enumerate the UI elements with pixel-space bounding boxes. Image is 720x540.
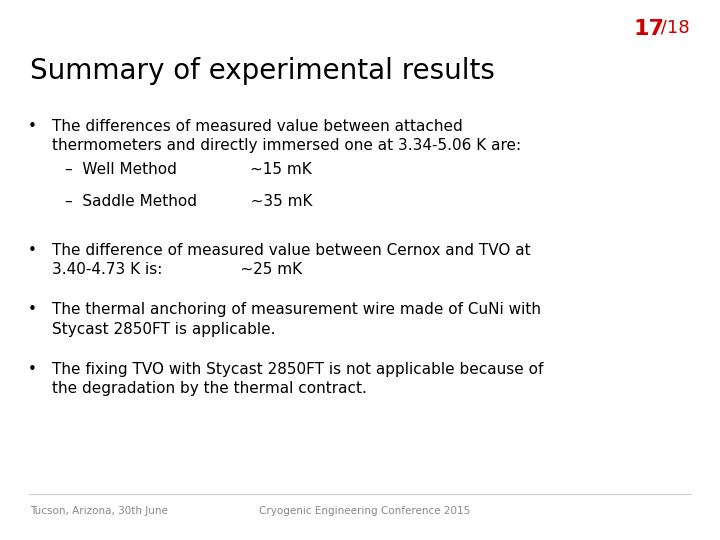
Text: 17: 17 bbox=[634, 19, 665, 39]
Text: –  Well Method               ~15 mK: – Well Method ~15 mK bbox=[65, 162, 312, 177]
Text: The difference of measured value between Cernox and TVO at
3.40-4.73 K is:      : The difference of measured value between… bbox=[52, 243, 531, 277]
Text: The differences of measured value between attached
thermometers and directly imm: The differences of measured value betwee… bbox=[52, 119, 521, 153]
Text: The thermal anchoring of measurement wire made of CuNi with
Stycast 2850FT is ap: The thermal anchoring of measurement wir… bbox=[52, 302, 541, 336]
Text: The fixing TVO with Stycast 2850FT is not applicable because of
the degradation : The fixing TVO with Stycast 2850FT is no… bbox=[52, 362, 543, 396]
Text: •: • bbox=[27, 243, 36, 258]
Text: •: • bbox=[27, 362, 36, 377]
Text: –  Saddle Method           ~35 mK: – Saddle Method ~35 mK bbox=[65, 194, 312, 210]
Text: Cryogenic Engineering Conference 2015: Cryogenic Engineering Conference 2015 bbox=[259, 505, 470, 516]
Text: •: • bbox=[27, 302, 36, 318]
Text: /18: /18 bbox=[655, 19, 690, 37]
Text: •: • bbox=[27, 119, 36, 134]
Text: Summary of experimental results: Summary of experimental results bbox=[30, 57, 495, 85]
Text: Tucson, Arizona, 30th June: Tucson, Arizona, 30th June bbox=[30, 505, 168, 516]
